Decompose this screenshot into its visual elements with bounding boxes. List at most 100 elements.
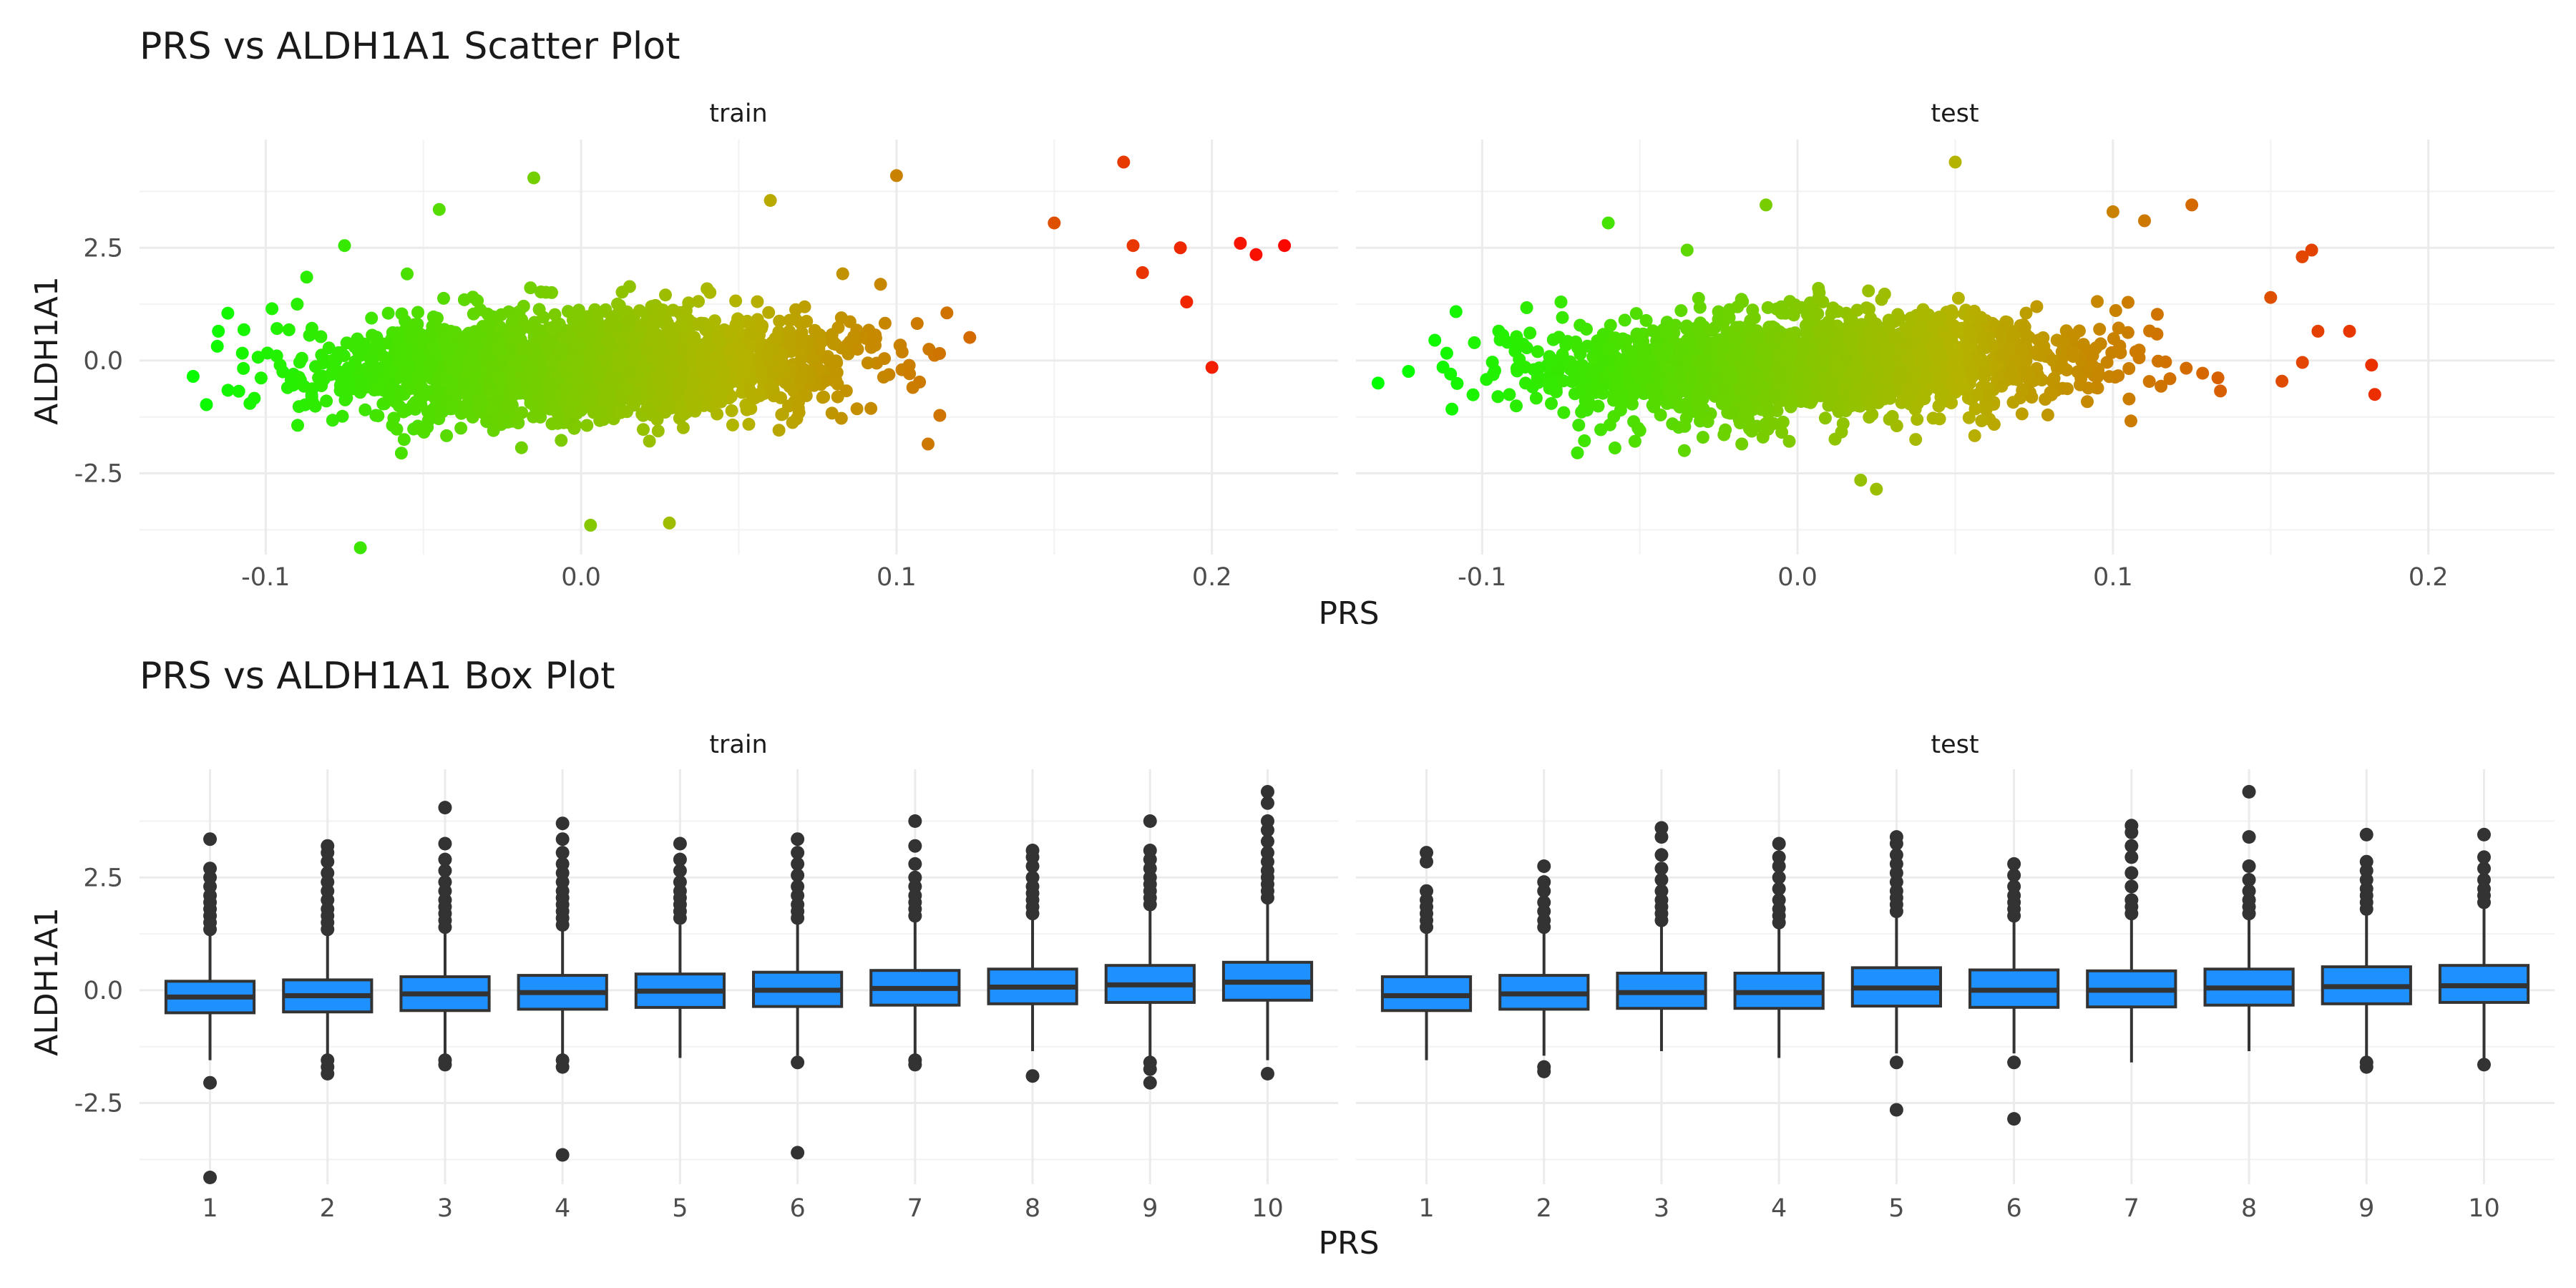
- scatter-point: [572, 338, 586, 352]
- scatter-point: [1701, 415, 1714, 429]
- scatter-point: [462, 351, 476, 365]
- scatter-point: [2088, 343, 2102, 356]
- scatter-point: [561, 368, 575, 381]
- scatter-point: [1759, 344, 1772, 358]
- scatter-point: [1680, 319, 1694, 333]
- scatter-point: [200, 398, 213, 411]
- scatter-point: [850, 402, 864, 416]
- scatter-point: [830, 356, 844, 369]
- scatter-point: [781, 376, 794, 389]
- scatter-point: [2067, 346, 2080, 360]
- scatter-point: [2091, 295, 2104, 308]
- scatter-point: [812, 362, 825, 376]
- scatter-point: [648, 313, 662, 326]
- scatter-point: [1812, 291, 1825, 305]
- outlier-point: [203, 1075, 218, 1090]
- scatter-point: [305, 321, 318, 335]
- scatter-point: [336, 409, 349, 423]
- scatter-point: [1699, 352, 1712, 366]
- scatter-point: [2039, 393, 2052, 406]
- scatter-point: [633, 304, 646, 318]
- scatter-point: [320, 394, 333, 408]
- scatter-point: [1772, 372, 1786, 386]
- scatter-point: [676, 363, 690, 376]
- scatter-point: [1048, 216, 1061, 230]
- scatter-point: [1527, 363, 1541, 376]
- scatter-point: [1674, 369, 1688, 382]
- scatter-point: [1440, 346, 1453, 360]
- scatter-point: [2021, 365, 2035, 379]
- scatter-point: [485, 402, 499, 416]
- scatter-point: [526, 339, 540, 353]
- scatter-point: [662, 322, 675, 336]
- scatter-point: [2061, 382, 2074, 396]
- scatter-point: [1760, 397, 1773, 410]
- scatter-point: [861, 356, 874, 370]
- box-strip-train: train: [709, 731, 767, 759]
- y-tick-label: 2.5: [83, 234, 123, 263]
- scatter-point: [1571, 341, 1584, 355]
- scatter-point: [747, 391, 761, 405]
- scatter-point: [1666, 417, 1679, 431]
- scatter-point: [221, 306, 235, 320]
- scatter-point: [1938, 326, 1951, 339]
- box-strip-test: test: [1931, 731, 1979, 759]
- scatter-point: [772, 424, 786, 437]
- scatter-point: [1832, 405, 1845, 419]
- scatter-point: [786, 416, 799, 429]
- scatter-strip-test: test: [1931, 99, 1979, 128]
- scatter-point: [675, 342, 689, 356]
- scatter-point: [1777, 346, 1791, 360]
- scatter-point: [358, 403, 372, 416]
- scatter-point: [2296, 356, 2309, 369]
- scatter-point: [273, 358, 287, 372]
- scatter-point: [1680, 243, 1694, 257]
- scatter-point: [1975, 414, 1989, 428]
- scatter-point: [415, 381, 429, 394]
- scatter-point: [2016, 384, 2029, 397]
- scatter-point: [424, 357, 438, 371]
- scatter-point: [440, 429, 454, 442]
- scatter-point: [415, 391, 429, 404]
- scatter-point: [510, 386, 524, 399]
- scatter-point: [382, 336, 396, 350]
- scatter-point: [1785, 395, 1798, 409]
- scatter-point: [237, 361, 250, 375]
- scatter-point: [1646, 324, 1660, 338]
- scatter-point: [1510, 330, 1523, 343]
- scatter-point: [864, 401, 878, 415]
- scatter-point: [1632, 334, 1646, 348]
- scatter-point: [337, 379, 351, 393]
- scatter-point: [1911, 413, 1924, 426]
- x-tick-label: 2: [320, 1194, 336, 1223]
- y-tick-label: 2.5: [83, 864, 123, 892]
- scatter-point: [889, 169, 903, 182]
- scatter-point: [1529, 391, 1543, 405]
- scatter-panel-train: -0.1 0.0 0.1 0.2-2.50.02.5: [74, 140, 1338, 592]
- scatter-point: [795, 326, 809, 339]
- scatter-point: [381, 306, 395, 320]
- scatter-point: [493, 371, 507, 385]
- scatter-point: [2155, 379, 2168, 393]
- scatter-point: [530, 381, 543, 394]
- scatter-point: [736, 366, 749, 380]
- outlier-point: [438, 801, 452, 815]
- scatter-point: [2093, 323, 2107, 336]
- scatter-point: [1578, 434, 1591, 447]
- x-tick-label: -0.1: [241, 563, 290, 592]
- scatter-point: [580, 419, 594, 432]
- scatter-point: [2105, 346, 2119, 359]
- scatter-point: [376, 397, 390, 411]
- scatter-point: [1556, 348, 1569, 361]
- scatter-point: [910, 317, 924, 331]
- scatter-point: [221, 384, 235, 397]
- scatter-point: [387, 411, 401, 425]
- scatter-point: [1791, 377, 1805, 391]
- scatter-point: [395, 307, 409, 321]
- scatter-point: [291, 419, 304, 432]
- scatter-point: [186, 370, 200, 383]
- scatter-point: [1664, 383, 1677, 396]
- scatter-point: [1616, 332, 1629, 346]
- scatter-point: [2264, 291, 2278, 304]
- outlier-point: [555, 1148, 570, 1162]
